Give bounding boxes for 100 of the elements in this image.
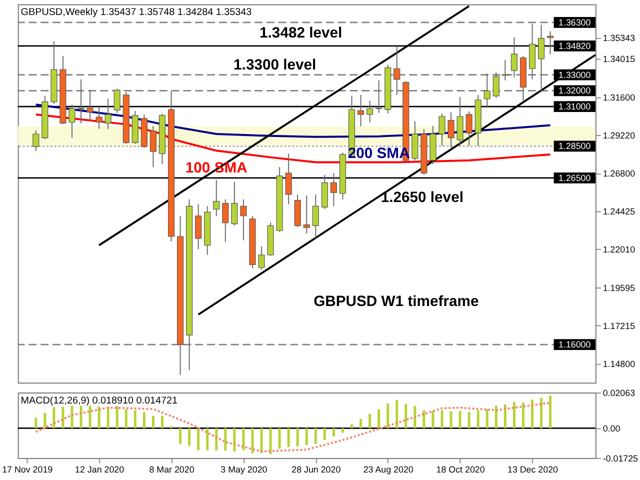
bar (486, 409, 488, 428)
bar (124, 409, 128, 428)
candlestick (547, 30, 554, 55)
bar (152, 416, 154, 428)
bar (269, 428, 272, 454)
bar (44, 412, 46, 428)
annotation: 1.3300 level (234, 58, 316, 74)
candlestick (303, 194, 310, 234)
bar (287, 428, 290, 447)
bar (386, 403, 390, 428)
x-tick-label: 18 Oct 2020 (436, 464, 485, 474)
candlestick (195, 204, 202, 250)
candlestick (240, 198, 247, 241)
ref-line-label: 1.16000 (558, 340, 591, 350)
line-series (34, 113, 552, 164)
ref-line-label: 1.34820 (558, 40, 591, 51)
bar (422, 410, 426, 428)
ref-line-label: 1.28500 (558, 141, 591, 152)
bar (458, 410, 462, 428)
x-tick-label: 28 Jun 2020 (292, 464, 341, 474)
bar (305, 428, 308, 446)
bar (224, 428, 227, 451)
bar (296, 428, 299, 446)
candlestick (492, 72, 500, 98)
ref-line-label: 1.32000 (558, 86, 591, 96)
bar (468, 412, 470, 428)
candlestick (330, 172, 337, 207)
candlestick (394, 46, 400, 96)
bar (414, 406, 416, 428)
y-tick-label: 0.02063 (602, 388, 636, 398)
bar (62, 406, 64, 428)
x-tick-label: 17 Nov 2019 (2, 464, 53, 474)
candlestick (312, 194, 319, 239)
bar (404, 404, 408, 428)
x-tick-label: 3 May 2020 (220, 464, 268, 474)
candlestick (213, 179, 220, 217)
y-tick-label: 1.26800 (602, 168, 636, 179)
bar (88, 406, 92, 428)
bar (215, 428, 218, 450)
candlestick (114, 88, 120, 114)
bar (432, 410, 434, 428)
ref-line-label: 1.33000 (558, 70, 591, 80)
bar (160, 416, 164, 428)
annotation: 1.2650 level (380, 190, 464, 206)
x-tick-label: 13 Dec 2020 (507, 464, 558, 474)
bar (179, 428, 182, 444)
bar (549, 396, 552, 428)
bar (494, 406, 498, 428)
candlestick (510, 36, 518, 78)
candlestick (96, 106, 102, 130)
candlestick (366, 100, 374, 123)
bar (142, 412, 146, 428)
bar (116, 406, 118, 428)
bar (242, 428, 245, 450)
y-tick-label: 1.34015 (602, 54, 636, 64)
candlestick (104, 98, 112, 130)
y-tick-label: 1.17215 (602, 320, 636, 331)
annotation: GBPUSD W1 timeframe (314, 294, 479, 310)
candlestick (150, 126, 156, 168)
bar (134, 410, 136, 428)
bar (278, 428, 281, 449)
bar (450, 411, 452, 428)
series-label: 100 SMA (185, 160, 248, 176)
candlestick (86, 90, 94, 122)
candlestick (222, 198, 229, 243)
candlestick (438, 113, 446, 146)
annotation: 1.3482 level (260, 26, 342, 42)
bar (378, 409, 380, 428)
candlestick (68, 104, 76, 138)
bar (70, 406, 74, 428)
bar (323, 428, 326, 440)
y-tick-label: -0.01725 (602, 453, 638, 464)
bar (34, 418, 38, 428)
x-tick-label: 23 Aug 2020 (363, 464, 414, 474)
ref-line-label: 1.26500 (558, 172, 591, 183)
bar (106, 407, 110, 428)
y-tick-label: 1.19595 (602, 282, 636, 293)
bar (332, 428, 335, 436)
bar (360, 418, 362, 428)
bar (52, 407, 56, 428)
y-tick-label: 1.22010 (602, 244, 636, 255)
bar (368, 414, 372, 428)
bar (396, 400, 398, 428)
candlestick (456, 96, 464, 146)
bar (512, 402, 516, 428)
bar (341, 428, 344, 433)
bar (540, 398, 543, 428)
ref-line-label: 1.36300 (558, 17, 591, 28)
x-tick-label: 12 Jan 2020 (75, 464, 124, 474)
candlestick (502, 59, 508, 81)
candlestick (376, 80, 382, 114)
candlestick (32, 130, 40, 152)
bar (314, 428, 317, 444)
x-tick-label: 8 Mar 2020 (149, 464, 194, 474)
y-tick-label: 1.31600 (602, 92, 636, 102)
candlestick (285, 153, 292, 205)
candlestick (448, 112, 454, 148)
chart-title: MACD(12,26,9) 0.018910 0.014721 (20, 395, 178, 406)
y-tick-label: 1.29220 (602, 130, 636, 140)
bar (531, 400, 534, 428)
